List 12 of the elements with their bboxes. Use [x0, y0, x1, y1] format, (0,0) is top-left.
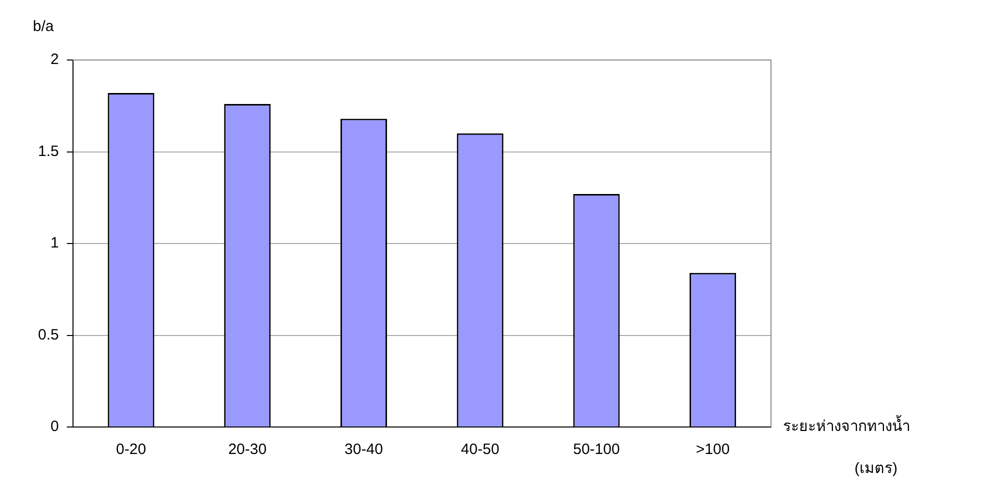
y-tick-label: 1 [50, 234, 59, 252]
x-tick-label: 20-30 [228, 441, 267, 458]
x-tick-label: >100 [696, 441, 730, 458]
y-tick-label: 1.5 [38, 142, 59, 160]
x-tick-label: 50-100 [573, 441, 620, 458]
y-tick-label: 0.5 [38, 326, 59, 344]
y-tick-label: 0 [50, 418, 59, 436]
x-tick-label: 40-50 [460, 441, 500, 458]
x-tick-label: 30-40 [344, 441, 383, 458]
y-axis-title: b/a [32, 18, 54, 36]
y-tick-label: 2 [50, 51, 59, 68]
x-tick-label: 0-20 [116, 441, 146, 458]
